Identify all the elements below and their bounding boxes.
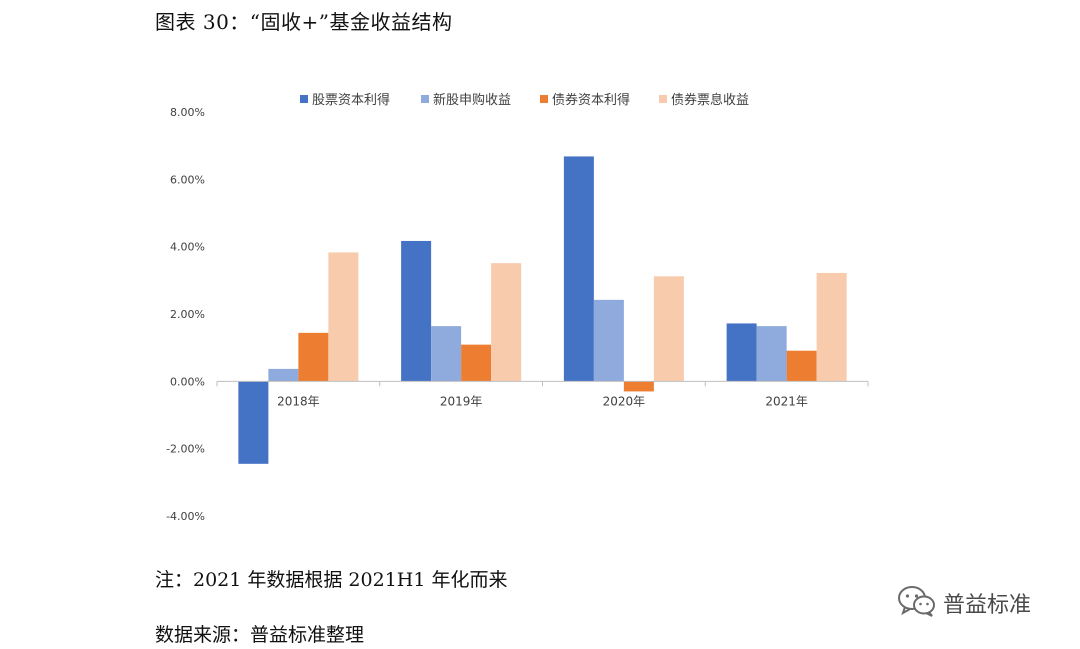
x-tick-label: 2020年	[603, 394, 646, 408]
bar-1-4	[726, 323, 757, 382]
y-tick-label: -2.00%	[166, 443, 205, 456]
bar-1-1	[238, 381, 269, 464]
y-tick-label: 0.00%	[170, 375, 205, 388]
legend-swatch	[540, 95, 548, 103]
y-axis-ticks: -4.00% -2.00% 0.00% 2.00% 4.00% 6.00% 8.00%	[166, 106, 205, 523]
bar-chart: 股票资本利得 新股申购收益 债券资本利得 债券票息收益 -4.00% -2.00% 0.0…	[166, 92, 869, 523]
x-tick-label: 2018年	[277, 394, 320, 408]
wechat-icon	[897, 584, 937, 622]
y-tick-label: 2.00%	[170, 308, 205, 321]
legend-label: 债券票息收益	[671, 92, 749, 108]
bar-2-3	[593, 299, 624, 382]
bar-3-4	[786, 350, 817, 382]
bar-2-1	[268, 368, 299, 382]
bar-3-2	[461, 344, 492, 382]
x-axis-ticks: 2018年 2019年 2020年 2021年	[277, 394, 808, 408]
x-axis	[216, 380, 869, 387]
bar-1-2	[401, 240, 432, 382]
bar-series-group	[238, 156, 847, 464]
y-tick-label: 4.00%	[170, 241, 205, 254]
bar-1-3	[563, 156, 594, 382]
legend-swatch	[659, 95, 667, 103]
bar-4-2	[491, 263, 522, 382]
legend-label: 新股申购收益	[433, 92, 511, 108]
x-tick-label: 2021年	[765, 394, 808, 408]
x-tick-label: 2019年	[440, 394, 483, 408]
bar-4-3	[653, 276, 684, 382]
bar-3-1	[298, 332, 329, 382]
figure-title: 图表 30：“固收+”基金收益结构	[155, 10, 453, 34]
watermark-text: 普益标准	[943, 593, 1032, 618]
y-tick-label: 8.00%	[170, 106, 205, 119]
chart-svg: 股票资本利得 新股申购收益 债券资本利得 债券票息收益 -4.00% -2.00% 0.0…	[166, 92, 869, 523]
bar-3-3	[623, 381, 654, 392]
bar-2-2	[431, 326, 462, 382]
bar-4-4	[816, 272, 847, 382]
watermark: 普益标准	[897, 584, 1031, 622]
y-tick-label: 6.00%	[170, 173, 205, 186]
figure-note: 注：2021 年数据根据 2021H1 年化而来	[155, 569, 508, 591]
legend-swatch	[300, 95, 308, 103]
legend-swatch	[421, 95, 429, 103]
bar-2-4	[756, 326, 787, 382]
chart-legend: 股票资本利得 新股申购收益 债券资本利得 债券票息收益	[300, 92, 749, 108]
y-tick-label: -4.00%	[166, 510, 205, 523]
legend-label: 股票资本利得	[312, 92, 390, 108]
legend-label: 债券资本利得	[552, 92, 630, 108]
bar-4-1	[328, 252, 359, 382]
figure-source: 数据来源：普益标准整理	[155, 624, 365, 646]
